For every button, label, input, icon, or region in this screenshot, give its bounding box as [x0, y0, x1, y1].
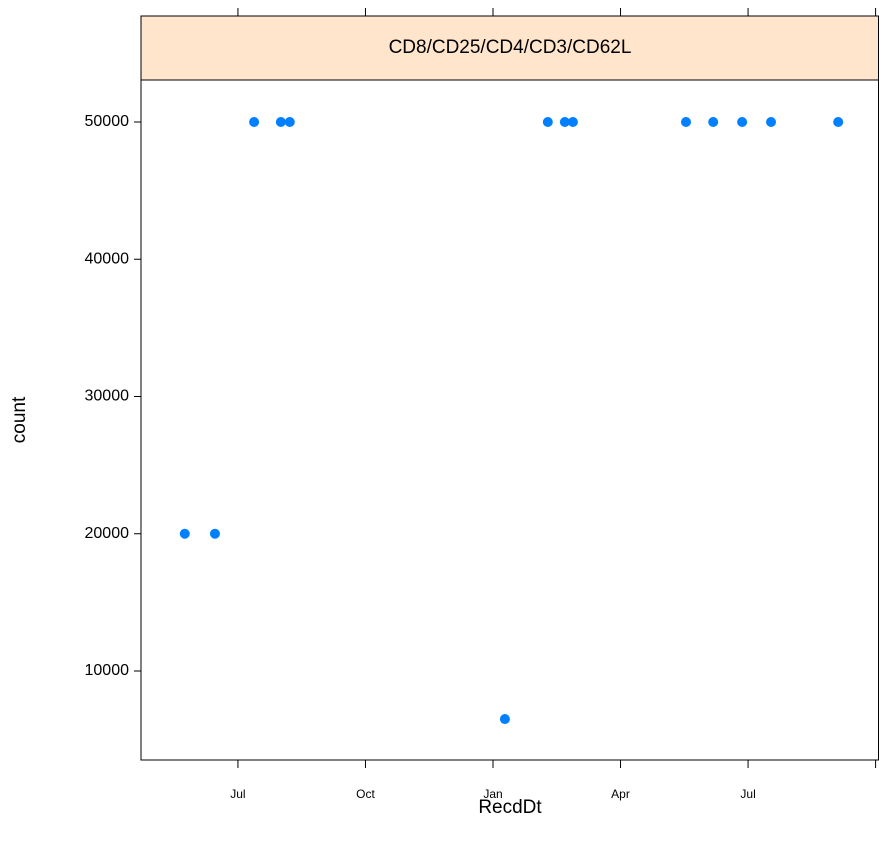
- x-tick-label: Oct: [356, 787, 375, 801]
- point: [179, 528, 190, 539]
- y-tick-label: 20000: [85, 525, 130, 542]
- x-axis-label: RecdDt: [478, 797, 542, 818]
- y-axis-label: count: [9, 396, 30, 443]
- point: [209, 528, 220, 539]
- point: [766, 116, 777, 127]
- y-tick-label: 10000: [85, 662, 130, 679]
- point: [737, 116, 748, 127]
- panel-frame: [140, 15, 879, 761]
- x-tick-label: Apr: [611, 787, 630, 801]
- y-tick-label: 40000: [85, 250, 130, 267]
- point: [249, 116, 260, 127]
- point: [833, 116, 844, 127]
- y-tick-label: 50000: [85, 113, 130, 130]
- point: [542, 116, 553, 127]
- point: [275, 116, 286, 127]
- x-tick-label: Jul: [230, 787, 245, 801]
- point: [567, 116, 578, 127]
- point: [499, 714, 510, 725]
- point: [708, 116, 719, 127]
- chart-title: CD8/CD25/CD4/CD3/CD62L: [389, 37, 632, 58]
- point: [559, 116, 570, 127]
- point: [284, 116, 295, 127]
- y-tick-label: 30000: [85, 388, 130, 405]
- x-tick-label: Jul: [740, 787, 755, 801]
- strip: [140, 15, 879, 81]
- x-tick-label: Jan: [483, 787, 502, 801]
- point: [680, 116, 691, 127]
